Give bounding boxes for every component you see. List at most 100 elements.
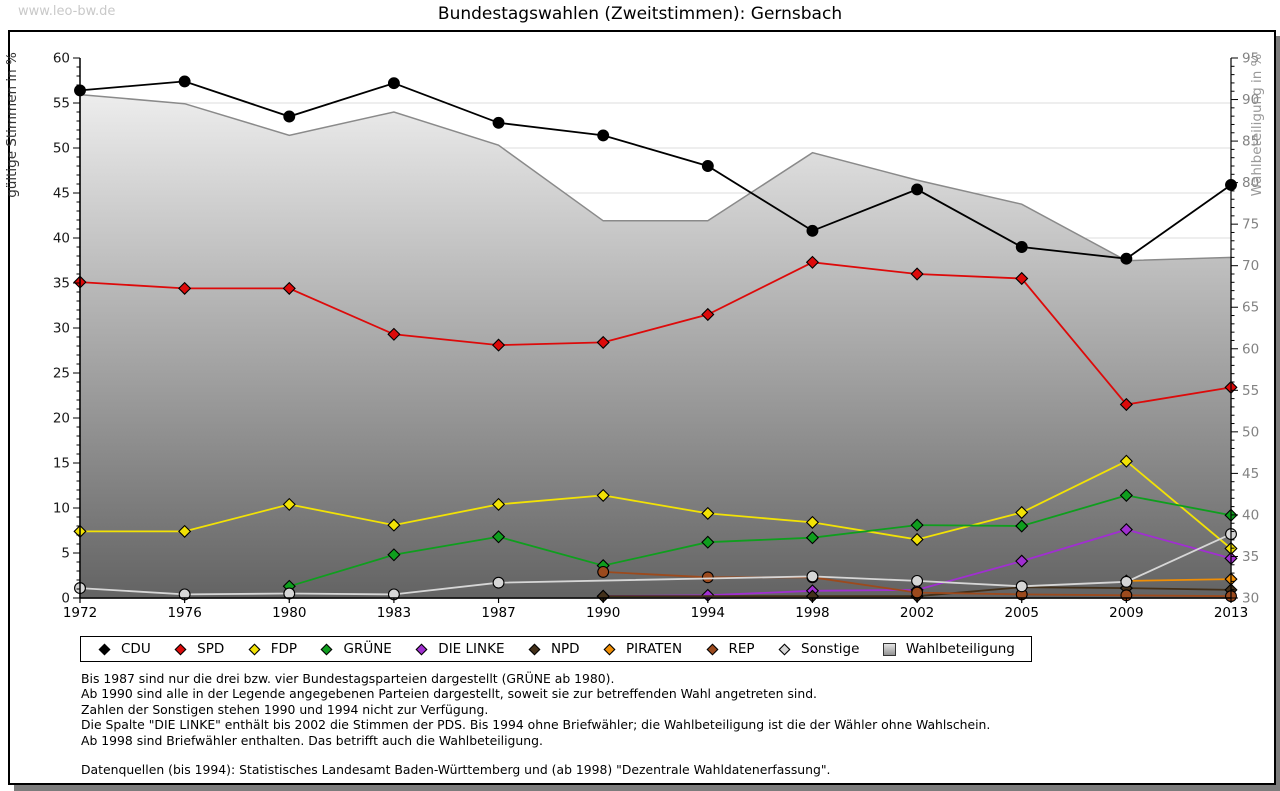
x-axis-year-label: 1987 bbox=[481, 605, 515, 621]
data-point bbox=[596, 488, 610, 502]
data-point bbox=[387, 548, 401, 562]
right-axis-tick-label: 30 bbox=[1242, 591, 1259, 607]
chart-legend: CDU SPD FDP GRÜNE DIE LINKE NPD PIRATEN REP Sons… bbox=[80, 636, 1032, 662]
legend-label: CDU bbox=[121, 641, 151, 657]
left-axis-tick-label: 0 bbox=[61, 591, 70, 607]
chart-footnotes: Bis 1987 sind nur die drei bzw. vier Bun… bbox=[81, 671, 990, 777]
legend-item-piraten: PIRATEN bbox=[602, 641, 682, 657]
right-axis-tick-label: 35 bbox=[1242, 549, 1259, 565]
left-axis-tick-label: 20 bbox=[53, 411, 70, 427]
data-point bbox=[597, 565, 610, 578]
data-point bbox=[1015, 271, 1029, 286]
right-axis-tick-label: 45 bbox=[1242, 466, 1259, 482]
axes: 0 5 10 15 20 25 30 35 40 45 50 55 60 30 35 40 45 50 55 60 65… bbox=[53, 51, 1259, 622]
area-swatch-icon bbox=[882, 642, 896, 656]
x-axis-year-label: 1980 bbox=[272, 605, 306, 621]
data-point bbox=[596, 335, 610, 349]
right-axis-tick-label: 50 bbox=[1242, 424, 1259, 440]
left-axis-tick-label: 5 bbox=[61, 546, 70, 562]
footnote-line: Zahlen der Sonstigen stehen 1990 und 199… bbox=[81, 701, 489, 717]
footnote-line: Ab 1998 sind Briefwähler enthalten. Das … bbox=[81, 732, 543, 748]
data-point bbox=[701, 307, 715, 322]
right-axis-tick-label: 60 bbox=[1242, 341, 1259, 357]
watermark: www.leo-bw.de bbox=[18, 4, 116, 19]
data-point bbox=[910, 267, 924, 281]
left-axis-tick-label: 15 bbox=[53, 456, 70, 472]
legend-label: REP bbox=[728, 641, 755, 657]
data-point bbox=[910, 532, 924, 547]
legend-item-rep: REP bbox=[705, 641, 755, 657]
legend-item-die-linke: DIE LINKE bbox=[414, 641, 504, 657]
x-axis-year-label: 1990 bbox=[586, 605, 620, 621]
right-axis-tick-label: 75 bbox=[1242, 217, 1259, 233]
diamond-marker-icon bbox=[415, 642, 428, 656]
data-point bbox=[491, 497, 506, 511]
left-axis-tick-label: 10 bbox=[53, 501, 70, 517]
data-point bbox=[805, 515, 820, 529]
x-axis-year-label: 1998 bbox=[795, 605, 829, 621]
page-title: Bundestagswahlen (Zweitstimmen): Gernsba… bbox=[437, 4, 843, 24]
right-axis-tick-label: 40 bbox=[1242, 507, 1259, 523]
data-point bbox=[178, 524, 192, 538]
data-point bbox=[1015, 505, 1029, 520]
data-point bbox=[282, 497, 296, 511]
left-axis-tick-label: 45 bbox=[53, 186, 70, 202]
legend-label: SPD bbox=[197, 641, 225, 657]
data-point bbox=[701, 571, 714, 584]
right-axis-tick-label: 55 bbox=[1242, 383, 1259, 399]
legend-label: NPD bbox=[550, 641, 580, 657]
legend-item-sonstige: Sonstige bbox=[777, 641, 859, 657]
data-point bbox=[701, 160, 714, 172]
legend-label: FDP bbox=[270, 641, 298, 657]
data-point bbox=[805, 589, 820, 603]
left-axis-tick-label: 30 bbox=[53, 321, 70, 337]
data-point bbox=[491, 530, 506, 544]
right-axis-tick-label: 85 bbox=[1242, 134, 1259, 150]
data-point bbox=[911, 586, 924, 599]
diamond-marker-icon bbox=[98, 642, 111, 656]
right-axis-tick-label: 65 bbox=[1242, 300, 1259, 316]
left-axis-tick-label: 35 bbox=[53, 276, 70, 292]
data-point bbox=[387, 327, 401, 341]
data-source-line: Datenquellen (bis 1994): Statistisches L… bbox=[81, 762, 831, 778]
legend-label: PIRATEN bbox=[626, 641, 683, 657]
footnote-line: Die Spalte "DIE LINKE" enthält bis 2002 … bbox=[81, 717, 991, 733]
left-axis-tick-label: 55 bbox=[53, 96, 70, 112]
footnote-line: Ab 1990 sind alle in der Legende angegeb… bbox=[81, 686, 817, 702]
legend-label: GRÜNE bbox=[343, 641, 392, 657]
data-point bbox=[805, 531, 820, 545]
diamond-marker-icon bbox=[528, 642, 541, 656]
data-point bbox=[1120, 252, 1133, 265]
diamond-marker-icon bbox=[706, 642, 719, 656]
data-point bbox=[1120, 575, 1133, 588]
data-point bbox=[387, 518, 401, 532]
data-point bbox=[387, 77, 400, 90]
data-point bbox=[1119, 397, 1133, 412]
series-wahlbeteiligung bbox=[79, 93, 1232, 599]
data-point bbox=[492, 116, 505, 129]
right-axis-tick-label: 90 bbox=[1242, 92, 1259, 108]
data-point bbox=[1119, 488, 1133, 502]
legend-item-spd: SPD bbox=[173, 641, 224, 657]
data-point bbox=[1119, 523, 1133, 537]
legend-item-fdp: FDP bbox=[247, 641, 297, 657]
right-axis-tick-label: 95 bbox=[1242, 51, 1259, 67]
left-axis-tick-label: 40 bbox=[53, 231, 70, 247]
data-point bbox=[1015, 580, 1028, 593]
data-point bbox=[911, 574, 924, 587]
data-point bbox=[178, 75, 191, 88]
left-axis-tick-label: 25 bbox=[53, 366, 70, 382]
x-axis-year-label: 2005 bbox=[1005, 605, 1039, 621]
data-point bbox=[491, 338, 506, 352]
data-point bbox=[1119, 454, 1133, 468]
data-point bbox=[178, 281, 192, 295]
footnote-line: Bis 1987 sind nur die drei bzw. vier Bun… bbox=[81, 671, 615, 686]
data-point bbox=[701, 506, 715, 520]
series-spd bbox=[73, 255, 1238, 412]
series-sonstige bbox=[74, 528, 1237, 601]
data-point bbox=[701, 535, 715, 549]
x-axis-year-label: 2013 bbox=[1214, 605, 1248, 621]
right-axis-title: Wahlbeteiligung in % bbox=[1249, 53, 1265, 196]
data-point bbox=[1015, 554, 1029, 568]
